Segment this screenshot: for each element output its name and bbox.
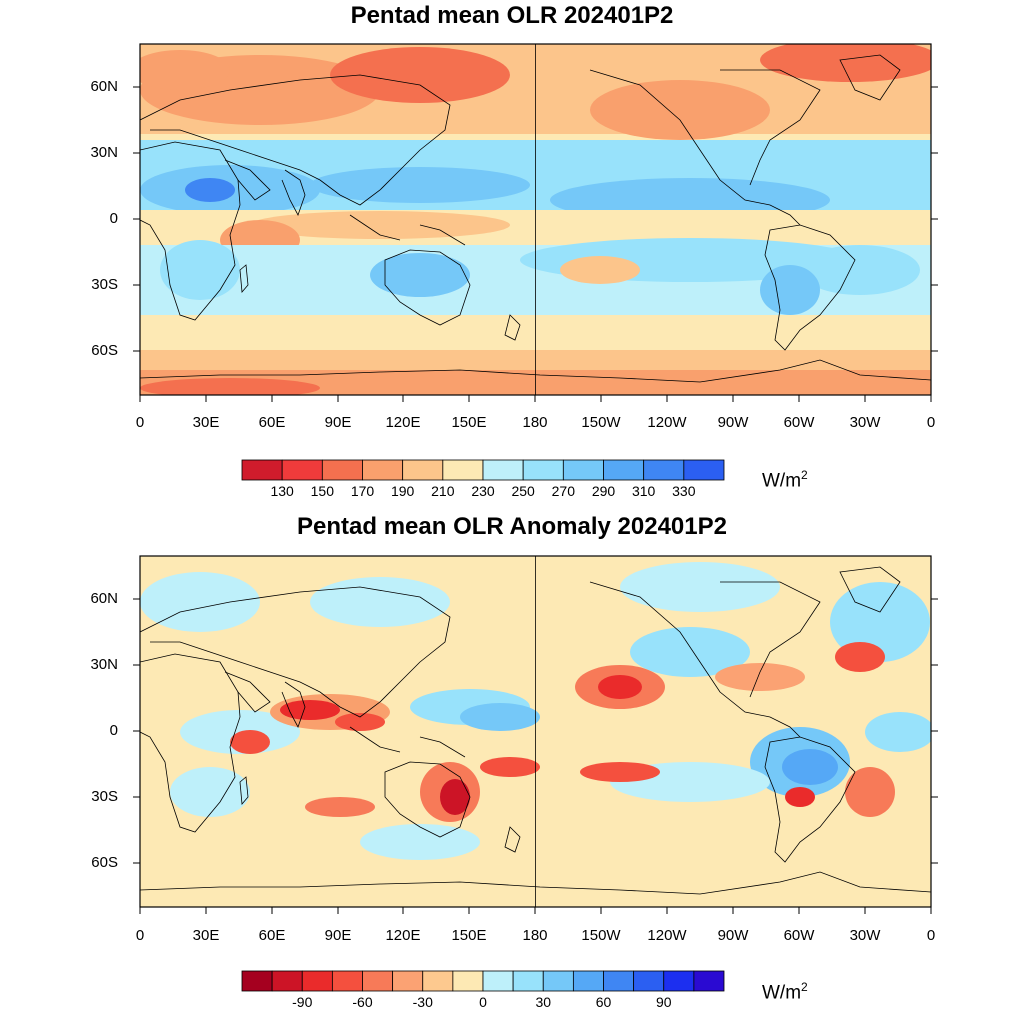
panel2-colorbar-swatch [542,970,574,992]
panel2-lon-label: 90W [717,927,749,944]
panel1-lat-label: 0 [109,210,118,227]
panel1-lon-label: 30E [192,414,220,431]
panel1-colorbar-swatch [562,459,604,481]
panel1-lon-label: 60W [783,414,815,431]
panel2-colorbar-swatch [362,970,394,992]
panel2-colorbar-label: 30 [535,994,552,1010]
panel1-colorbar-label: 170 [350,483,375,499]
panel1-colorbar-swatch [482,459,524,481]
panel2-units-sup: 2 [801,980,808,994]
panel1-lon-label: 120E [385,414,421,431]
panel2-lon-label: 150W [581,927,621,944]
panel2-colorbar-label: -60 [352,994,373,1010]
panel2-colorbar-label: -90 [292,994,313,1010]
panel2-colorbar-swatch [572,970,604,992]
panel1-title: Pentad mean OLR 202401P2 [350,2,674,29]
panel2-lon-label: 120W [647,927,687,944]
panel1-lat-label: 30S [91,276,118,293]
panel2-lon-label: 180 [522,927,548,944]
panel2-colorbar-swatch [271,970,303,992]
panel2-colorbar-units: W/m2 [762,980,808,1004]
panel1-colorbar-swatch [321,459,363,481]
panel1-colorbar-label: 230 [471,483,495,499]
panel2-colorbar-label: -30 [412,994,433,1010]
panel1-lon-label: 120W [647,414,687,431]
panel2-colorbar-swatch [241,970,273,992]
panel2-colorbar-swatch [633,970,665,992]
panel1-colorbar-swatch [281,459,323,481]
panel1-colorbar-swatch [362,459,404,481]
panel2-colorbar-swatch [301,970,333,992]
panel1-units-text: W/m [762,470,802,492]
panel2-colorbar-swatch [452,970,484,992]
panel1-lat-label: 30N [90,144,118,161]
panel2-units-text: W/m [762,982,802,1004]
panel1-colorbar-swatch [522,459,564,481]
panel2-lon-label: 150E [451,927,487,944]
panel2-lat-label: 60N [90,590,118,607]
panel1-map [133,43,938,402]
panel2-colorbar-swatch [422,970,454,992]
panel1-colorbar-label: 250 [511,483,535,499]
panel2-lon-label: 0 [135,927,145,944]
panel1-lon-label: 150W [581,414,621,431]
panel2-colorbar-label: 60 [595,994,612,1010]
panel2-lon-label: 30W [849,927,881,944]
panel1-colorbar-swatch [643,459,685,481]
panel1-colorbar-label: 190 [390,483,415,499]
panel2-colorbar [241,970,725,992]
panel1-colorbar [241,459,725,481]
panel2-lat-label: 60S [91,854,118,871]
panel1-lon-label: 60E [258,414,286,431]
panel1-colorbar-label: 150 [310,483,334,499]
panel2-lat-label: 30N [90,656,118,673]
panel2-lon-label: 60W [783,927,815,944]
panel1-lon-label: 90W [717,414,749,431]
panel1-colorbar-label: 270 [551,483,575,499]
panel1-colorbar-label: 330 [672,483,696,499]
panel2-lat-label: 0 [109,722,118,739]
panel1-colorbar-swatch [402,459,444,481]
panel2-map [133,555,938,914]
panel1-lat-label: 60N [90,78,118,95]
panel1-lon-label: 180 [522,414,548,431]
panel2-colorbar-swatch [392,970,424,992]
panel1-colorbar-label: 290 [591,483,616,499]
panel1-colorbar-swatch [603,459,645,481]
panel1-colorbar-swatch [442,459,484,481]
panel2-lon-label: 30E [192,927,220,944]
panel2-colorbar-swatch [331,970,363,992]
panel1-lon-label: 0 [135,414,145,431]
panel2-title: Pentad mean OLR Anomaly 202401P2 [297,513,727,540]
panel2-colorbar-label: 0 [479,994,487,1010]
panel2-colorbar-swatch [663,970,695,992]
panel1-colorbar-swatch [241,459,283,481]
panel2-colorbar-swatch [693,970,725,992]
panel1-units-sup: 2 [801,468,808,482]
panel1-colorbar-label: 310 [631,483,656,499]
panel2-lat-label: 30S [91,788,118,805]
panel1-colorbar-label: 210 [431,483,455,499]
panel2-colorbar-label: 90 [655,994,672,1010]
panel2-colorbar-swatch [512,970,544,992]
panel2-colorbar-swatch [482,970,514,992]
panel1-lon-label: 30W [849,414,881,431]
panel1-lon-label: 150E [451,414,487,431]
panel2-lon-label: 0 [926,927,936,944]
panel1-colorbar-units: W/m2 [762,468,808,492]
panel1-colorbar-label: 130 [270,483,294,499]
panel1-lat-label: 60S [91,342,118,359]
panel1-colorbar-swatch [683,459,725,481]
panel2-colorbar-swatch [603,970,635,992]
panel2-lon-label: 90E [324,927,352,944]
panel2-lon-label: 60E [258,927,286,944]
panel1-lon-label: 0 [926,414,936,431]
panel2-lon-label: 120E [385,927,421,944]
panel1-lon-label: 90E [324,414,352,431]
